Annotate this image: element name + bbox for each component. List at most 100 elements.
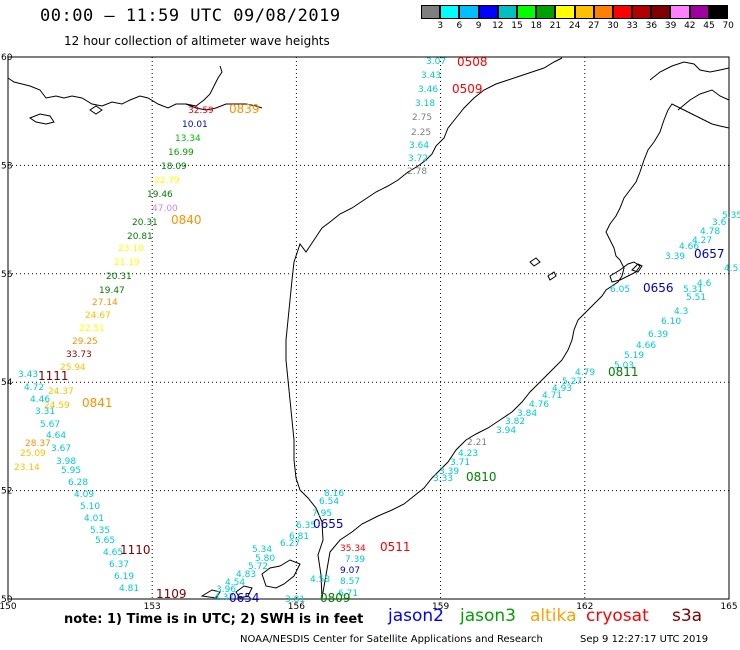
track-time-label: 1110 (120, 543, 151, 557)
lat-label: 60 (1, 53, 13, 63)
wave-height-label: 4.37 (214, 593, 234, 603)
track-time-label: 0655 (313, 517, 344, 531)
wave-height-label: 4.46 (30, 395, 50, 405)
wave-height-label: 2.75 (412, 113, 432, 123)
wave-height-label: 3.6 (712, 218, 727, 228)
wave-height-label: 4.54 (225, 578, 245, 588)
color-scale-label: 18 (530, 21, 542, 31)
wave-height-label: 5.19 (624, 351, 644, 361)
wave-height-label: 3.67 (51, 444, 71, 454)
wave-height-label: 4.71 (542, 391, 562, 401)
wave-height-label: 6.35 (296, 521, 316, 531)
wave-height-label: 5.72 (248, 562, 268, 572)
wave-height-label: 5.35 (722, 211, 740, 221)
timestamp-text: Sep 9 12:27:17 UTC 2019 (580, 634, 709, 645)
wave-height-label: 3.82 (505, 417, 525, 427)
color-swatch (612, 5, 633, 19)
wave-height-label: 16.99 (168, 148, 194, 158)
color-swatch (708, 5, 728, 19)
wave-height-label: 4.58 (310, 575, 330, 585)
lat-label: 58 (1, 161, 13, 171)
color-swatch (555, 5, 575, 19)
wave-height-label: 5.03 (614, 361, 634, 371)
track-time-label: 0508 (457, 55, 488, 69)
color-scale-label: 36 (645, 21, 658, 31)
wave-height-label: 3.72 (408, 154, 428, 164)
axis-labels: 150 153 156 159 162 165 60 58 56 54 52 50 (0, 53, 738, 612)
color-swatch (689, 5, 709, 19)
color-swatch (574, 5, 594, 19)
wave-height-label: 4.3 (674, 307, 688, 317)
wave-height-label: 4.81 (119, 584, 139, 594)
wave-height-label: 4.27 (692, 236, 712, 246)
color-swatch (593, 5, 613, 19)
wave-height-labels: 32.59 10.01 13.34 16.99 18.09 22.79 19.46 47.00… (14, 55, 740, 605)
color-scale-label: 9 (475, 21, 482, 31)
color-swatch (632, 5, 652, 19)
wave-height-label: 4.83 (236, 570, 256, 580)
wave-height-label: 3.81 (285, 595, 305, 605)
track-time-label: 0841 (82, 396, 113, 410)
color-scale-label: 12 (492, 21, 504, 31)
wave-height-label: 3.31 (35, 407, 55, 417)
wave-height-label: 47.00 (152, 204, 178, 214)
wave-height-label: 5.67 (40, 420, 60, 430)
wave-height-label: 32.59 (188, 106, 214, 116)
wave-height-label: 3.33 (433, 474, 453, 484)
wave-height-label: 4.66 (636, 341, 656, 351)
wave-height-label: 25.09 (20, 449, 46, 459)
legend-jason3: jason3 (460, 606, 516, 626)
color-swatch (421, 5, 441, 19)
wave-height-label: 20.31 (132, 218, 158, 228)
lon-label: 165 (720, 602, 737, 612)
wave-height-label: 5.51 (686, 293, 706, 303)
wave-height-label: 18.09 (161, 162, 187, 172)
wave-height-label: 29.25 (72, 337, 98, 347)
wave-height-label: 9.07 (340, 566, 360, 576)
wave-height-label: 4.01 (84, 514, 104, 524)
wave-height-label: 19.46 (147, 190, 173, 200)
wave-height-label: 4.72 (24, 383, 44, 393)
wave-height-label: 27.14 (92, 298, 118, 308)
lat-label: 50 (1, 595, 13, 605)
color-swatch (536, 5, 556, 19)
wave-height-label: 8.16 (324, 489, 344, 499)
wave-height-label: 6.37 (109, 560, 129, 570)
wave-height-label: 6.71 (338, 589, 358, 599)
wave-height-label: 4.65 (103, 548, 123, 558)
wave-height-label: 6.81 (289, 532, 309, 542)
track-time-label: 1111 (38, 369, 69, 383)
lat-label: 56 (1, 270, 13, 280)
map-subtitle: 12 hour collection of altimeter wave hei… (64, 34, 330, 48)
wave-height-label: 4.51 (724, 264, 740, 274)
track-time-label: 0511 (380, 540, 411, 554)
wave-height-label: 3.94 (496, 426, 516, 436)
wave-height-label: 3.98 (56, 457, 76, 467)
track-time-label: 0654 (229, 591, 260, 605)
credit-text: NOAA/NESDIS Center for Satellite Applica… (240, 634, 543, 645)
wave-height-label: 28.37 (25, 439, 51, 449)
wave-height-label: 35.34 (340, 544, 366, 554)
color-scale-label: 27 (588, 21, 600, 31)
note-text: note: 1) Time is in UTC; 2) SWH is in fe… (64, 612, 364, 627)
wave-height-label: 3.39 (439, 467, 459, 477)
color-swatch (516, 5, 537, 19)
wave-height-label: 19.47 (99, 286, 125, 296)
track-time-label: 0656 (643, 281, 674, 295)
legend-cryosat: cryosat (586, 606, 649, 626)
wave-height-label: 13.34 (175, 134, 201, 144)
wave-height-label: 5.65 (95, 536, 115, 546)
wave-height-label: 6.54 (319, 497, 339, 507)
wave-height-label: 3.84 (517, 409, 537, 419)
color-swatch (670, 5, 690, 19)
wave-height-label: 3.43 (18, 370, 38, 380)
wave-height-label: 2.25 (411, 128, 431, 138)
wave-height-label: 24.37 (48, 387, 74, 397)
wave-height-label: 2.21 (467, 438, 487, 448)
track-time-label: 0839 (229, 102, 260, 116)
wave-height-label: 10.01 (182, 120, 208, 130)
map-frame (7, 56, 730, 600)
lon-label: 162 (576, 602, 593, 612)
